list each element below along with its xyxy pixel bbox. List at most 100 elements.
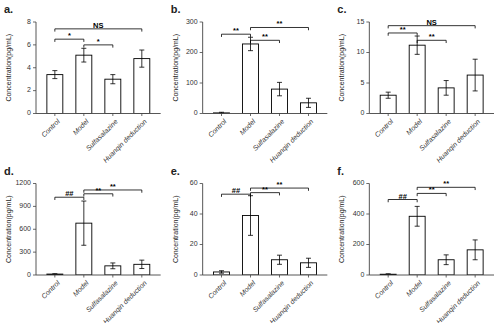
panel-label: c. — [337, 3, 346, 15]
x-tick — [417, 114, 418, 117]
x-tick-label: Huanqin deduction — [435, 279, 482, 323]
significance-label: ** — [233, 26, 239, 35]
error-bar — [444, 81, 449, 96]
y-axis-label: Concentration(pg/mL) — [172, 34, 180, 102]
x-tick — [141, 114, 142, 117]
y-tick-label: 200 — [353, 240, 365, 247]
y-tick-label: 200 — [186, 48, 198, 55]
error-bar — [306, 98, 311, 107]
panel-label: f. — [337, 165, 344, 177]
x-tick — [54, 275, 55, 278]
x-tick-label: Control — [373, 117, 394, 138]
error-bar — [277, 82, 282, 95]
x-tick — [54, 114, 55, 117]
plot-area — [214, 196, 317, 275]
x-tick-label: Huanqin deduction — [435, 118, 482, 165]
x-tick-label: Model — [71, 279, 90, 298]
error-bar — [415, 36, 420, 54]
plot-area — [380, 36, 483, 113]
error-bar — [444, 255, 449, 265]
plot-area — [380, 206, 483, 275]
panel-label: a. — [4, 3, 13, 15]
figure: a.Concentration(pg/mL)02468ControlModelS… — [0, 0, 500, 323]
x-tick — [308, 275, 309, 278]
significance-label: ## — [232, 186, 241, 195]
panel-label: e. — [171, 165, 180, 177]
panel: a.Concentration(pg/mL)02468ControlModelS… — [4, 3, 161, 165]
x-tick — [475, 275, 476, 278]
significance-label: ** — [262, 185, 268, 194]
y-axis — [36, 184, 37, 276]
x-tick-label: Model — [71, 117, 90, 136]
x-tick — [446, 114, 447, 117]
y-axis-label: Concentration(pg/mL) — [338, 195, 346, 263]
x-tick-label: Control — [207, 117, 228, 138]
bar — [243, 44, 259, 114]
x-tick-label: Huanqin deduction — [268, 118, 315, 165]
y-tick-label: 60 — [190, 179, 198, 186]
y-tick-label: 40 — [190, 210, 198, 217]
x-tick-label: Model — [405, 279, 424, 298]
bar — [134, 59, 150, 114]
bar — [76, 55, 92, 113]
bar — [47, 75, 63, 114]
bar — [105, 79, 121, 113]
significance-label: NS — [426, 18, 436, 27]
y-tick-label: 0 — [194, 271, 198, 278]
x-tick-label: Huanqin deduction — [102, 279, 149, 323]
error-bar — [110, 263, 115, 269]
y-tick-label: 5 — [360, 79, 364, 86]
x-tick — [388, 275, 389, 278]
significance-label: ## — [399, 192, 408, 201]
significance-label: * — [68, 31, 71, 40]
y-tick-label: 600 — [353, 179, 365, 186]
bar — [380, 95, 396, 113]
significance-label: * — [97, 37, 100, 46]
plot-area — [47, 48, 150, 113]
x-tick — [446, 275, 447, 278]
x-tick-label: Control — [373, 279, 394, 300]
y-axis — [36, 22, 37, 114]
panel: f.Concentration(pg/mL)0200400600ControlM… — [337, 165, 494, 323]
x-tick — [279, 275, 280, 278]
bar — [409, 45, 425, 113]
y-tick-label: 100 — [186, 79, 198, 86]
y-tick-label: 0 — [360, 271, 364, 278]
x-tick — [279, 114, 280, 117]
error-bar — [139, 50, 144, 67]
y-axis — [202, 22, 203, 114]
x-tick — [250, 114, 251, 117]
plot-area — [47, 201, 150, 275]
y-axis — [369, 22, 370, 114]
y-tick-label: 2 — [27, 86, 31, 93]
significance-label: ** — [277, 19, 283, 28]
x-tick-label: Model — [238, 279, 257, 298]
error-bar — [110, 75, 115, 84]
x-tick-label: Control — [40, 279, 61, 300]
significance-label: ** — [277, 180, 283, 189]
significance-label: ** — [429, 185, 435, 194]
y-tick-label: 900 — [19, 202, 31, 209]
y-tick-label: 20 — [190, 240, 198, 247]
y-tick-label: 0 — [27, 271, 31, 278]
error-bar — [52, 71, 57, 79]
y-tick-label: 15 — [357, 18, 365, 25]
y-axis — [369, 184, 370, 276]
x-tick — [141, 275, 142, 278]
x-tick-label: Model — [405, 117, 424, 136]
y-tick-label: 0 — [194, 109, 198, 116]
x-tick — [417, 275, 418, 278]
x-tick — [388, 114, 389, 117]
error-bar — [81, 201, 86, 245]
y-tick-label: 300 — [186, 18, 198, 25]
x-tick-label: Huanqin deduction — [268, 279, 315, 323]
y-axis-label: Concentration(pg/mL) — [5, 195, 13, 263]
significance-label: ** — [110, 182, 116, 191]
panel-label: d. — [4, 165, 14, 177]
panel-label: b. — [171, 3, 181, 15]
x-tick-label: Huanqin deduction — [102, 118, 149, 165]
plot-area — [214, 37, 317, 113]
significance-label: ** — [429, 32, 435, 41]
error-bar — [248, 196, 253, 236]
error-bar — [139, 260, 144, 268]
